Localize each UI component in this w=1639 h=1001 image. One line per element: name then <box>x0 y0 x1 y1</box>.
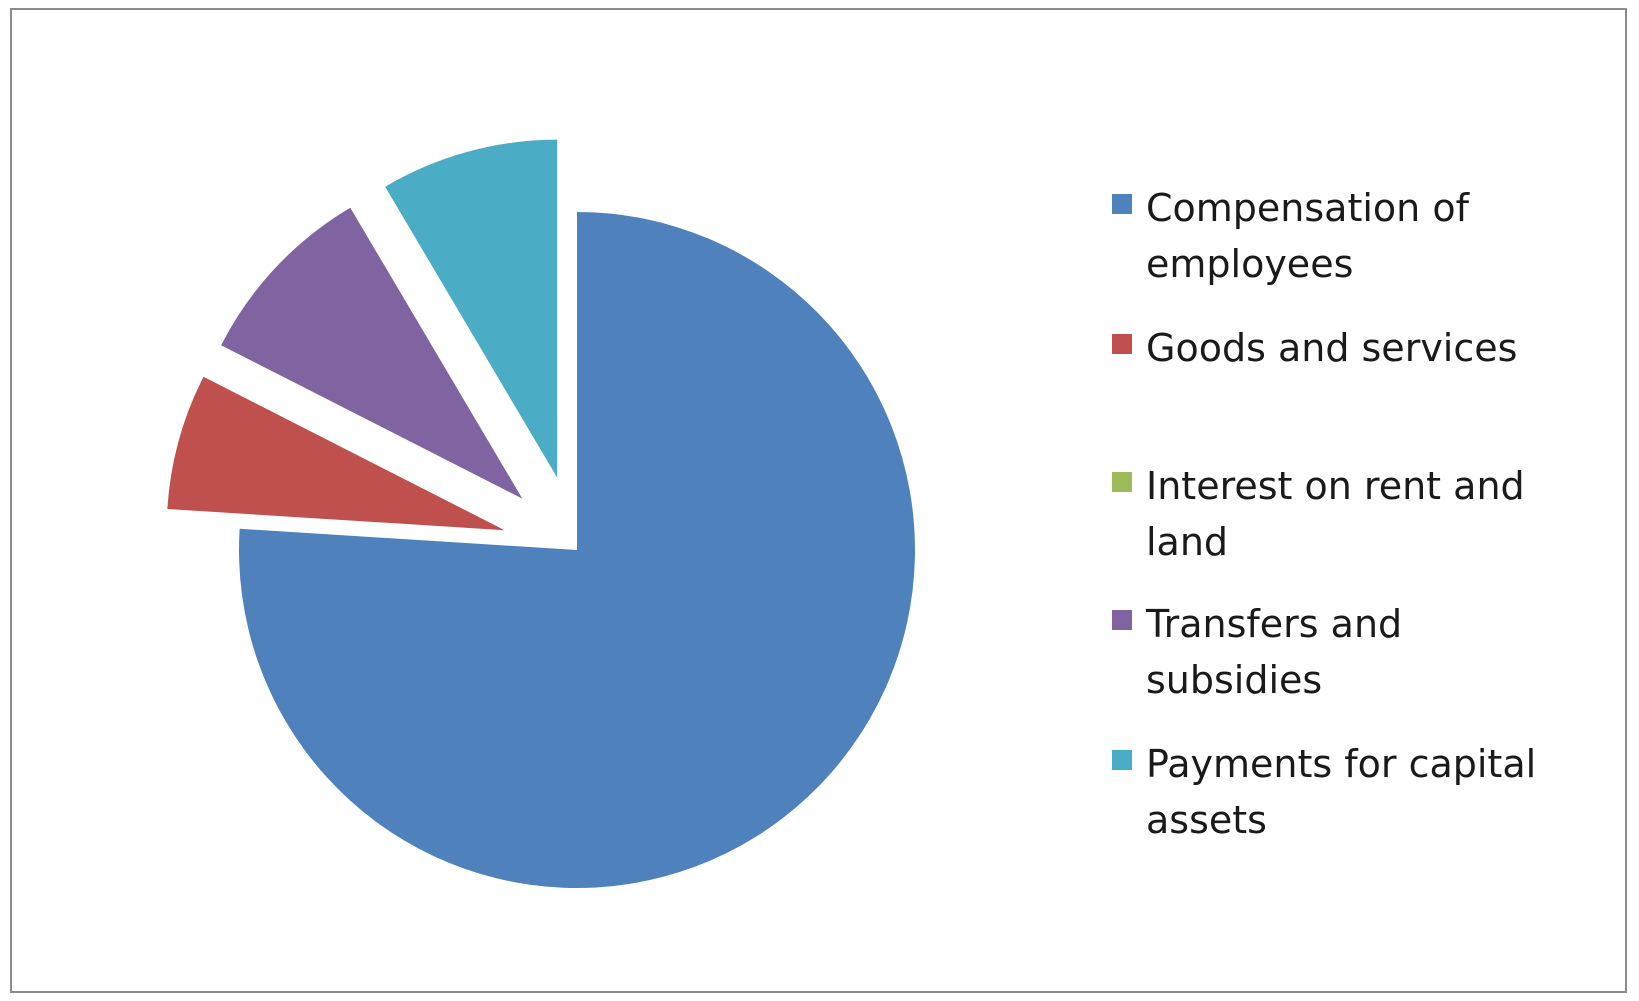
legend-swatch-compensation <box>1112 194 1132 214</box>
legend-swatch-goods-services <box>1112 334 1132 354</box>
chart-frame: Compensation of employees Goods and serv… <box>10 8 1627 993</box>
legend-label-goods-services: Goods and services <box>1146 326 1518 370</box>
pie-slice-compensation-of-employees <box>239 212 916 888</box>
pie-slice-payments-for-capital-assets <box>385 139 558 478</box>
legend-label-interest-rent-land: Interest on rent and land <box>1146 464 1525 564</box>
legend-item-goods-services: Goods and services <box>1112 320 1586 376</box>
pie-slice-goods-and-services <box>167 376 505 531</box>
legend-item-capital-assets: Payments for capital assets <box>1112 736 1586 848</box>
legend-label-capital-assets: Payments for capital assets <box>1146 742 1537 842</box>
pie-slice-transfers-and-subsidies <box>221 207 523 499</box>
legend-swatch-transfers-subsidies <box>1112 610 1132 630</box>
legend-label-compensation: Compensation of employees <box>1146 186 1469 286</box>
legend-item-transfers-subsidies: Transfers and subsidies <box>1112 596 1586 708</box>
legend-item-compensation: Compensation of employees <box>1112 180 1586 292</box>
pie-chart <box>167 139 916 888</box>
legend-swatch-capital-assets <box>1112 750 1132 770</box>
legend-swatch-interest-rent-land <box>1112 472 1132 492</box>
legend-item-interest-rent-land: Interest on rent and land <box>1112 458 1586 570</box>
legend-label-transfers-subsidies: Transfers and subsidies <box>1146 602 1403 702</box>
